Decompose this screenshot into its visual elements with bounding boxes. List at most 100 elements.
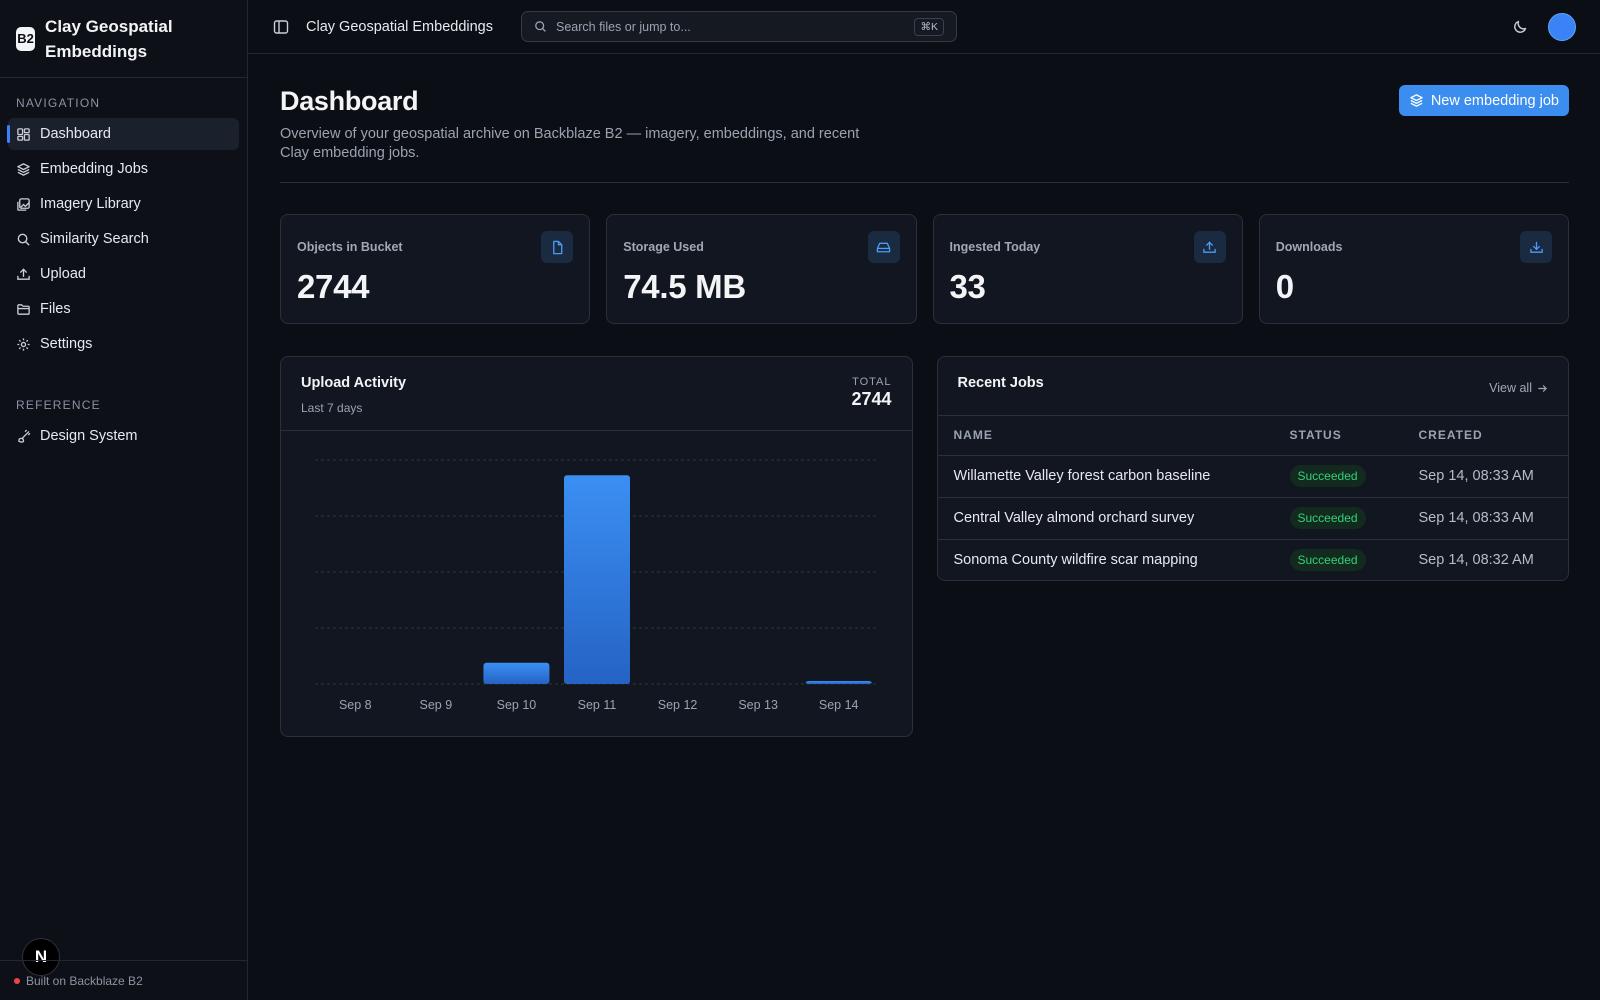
download-icon <box>1520 231 1552 263</box>
chart-tick-label: Sep 9 <box>420 698 453 712</box>
sidebar: B2 Clay Geospatial Embeddings NAVIGATION… <box>0 0 248 1000</box>
job-name[interactable]: Central Valley almond orchard survey <box>937 497 1274 540</box>
sidebar-item-upload[interactable]: Upload <box>8 258 239 290</box>
status-dot <box>14 977 20 984</box>
total-label: TOTAL <box>852 376 892 388</box>
brand-name: Clay Geospatial Embeddings <box>45 16 173 61</box>
stat-card-storage: Storage Used 74.5 MB <box>606 214 917 324</box>
stat-label: Downloads <box>1275 240 1343 254</box>
page-title: Dashboard <box>280 86 419 116</box>
dashboard-icon <box>16 127 31 142</box>
table-row[interactable]: Willamette Valley forest carbon baseline… <box>937 455 1568 498</box>
sidebar-footer: Built on Backblaze B2 <box>0 960 247 1000</box>
sidebar-item-label: Files <box>40 301 71 317</box>
arrow-right-icon <box>1538 384 1548 392</box>
new-embedding-job-button[interactable]: New embedding job <box>1398 85 1569 116</box>
chart-tick-label: Sep 11 <box>578 698 617 712</box>
job-status-cell: Succeeded <box>1273 455 1403 498</box>
recent-jobs-header: Recent Jobs View all <box>937 357 1568 416</box>
nav-section: NAVIGATION Dashboard Embedding Jobs Imag… <box>0 80 247 452</box>
upload-activity-subtitle: Last 7 days <box>301 401 363 415</box>
view-all-label: View all <box>1489 381 1532 395</box>
sidebar-item-imagery-library[interactable]: Imagery Library <box>8 188 239 220</box>
search-icon <box>535 21 546 32</box>
job-status-cell: Succeeded <box>1274 539 1403 580</box>
images-icon <box>16 197 31 212</box>
sidebar-toggle-icon[interactable] <box>272 18 290 36</box>
brand-logo: B2 <box>16 26 36 51</box>
upload-total: TOTAL 2744 <box>851 376 891 410</box>
job-created: Sep 14, 08:32 AM <box>1418 552 1534 569</box>
table-row[interactable]: Sonoma County wildfire scar mapping Succ… <box>938 539 1569 580</box>
upload-icon <box>1193 231 1226 263</box>
navigation-section-label: NAVIGATION <box>16 96 101 110</box>
sidebar-item-label: Similarity Search <box>40 231 149 247</box>
total-value: 2744 <box>851 389 892 409</box>
column-header-name[interactable]: NAME <box>937 416 1274 456</box>
chart-tick-label: Sep 10 <box>497 698 537 712</box>
content-row: Upload Activity Last 7 days TOTAL 2744 S… <box>280 356 1569 737</box>
sidebar-item-files[interactable]: Files <box>8 293 239 325</box>
stat-value: 2744 <box>297 268 370 305</box>
chart-tick-label: Sep 13 <box>738 698 778 712</box>
status-badge: Succeeded <box>1289 465 1366 487</box>
topbar: Clay Geospatial Embeddings Search files … <box>248 0 1600 54</box>
recent-jobs-title: Recent Jobs <box>957 375 1044 391</box>
search-icon <box>16 232 31 247</box>
chart-tick-label: Sep 14 <box>819 698 859 712</box>
search-placeholder: Search files or jump to... <box>556 19 691 34</box>
framework-badge[interactable]: N <box>22 938 60 976</box>
footer-text: Built on Backblaze B2 <box>26 973 143 988</box>
stat-card-downloads: Downloads 0 <box>1258 214 1569 324</box>
status-badge: Succeeded <box>1289 507 1366 529</box>
upload-activity-header: Upload Activity Last 7 days TOTAL 2744 <box>281 357 912 431</box>
sidebar-item-label: Imagery Library <box>40 196 141 212</box>
stat-value: 33 <box>949 268 986 305</box>
stat-value: 74.5 MB <box>623 268 746 305</box>
recent-jobs-table: NAME STATUS CREATED Willamette Valley fo… <box>937 416 1569 580</box>
avatar[interactable] <box>1548 12 1576 41</box>
sidebar-item-label: Upload <box>40 266 86 282</box>
topbar-title: Clay Geospatial Embeddings <box>306 18 493 35</box>
job-created: Sep 14, 08:33 AM <box>1402 455 1568 498</box>
table-row[interactable]: Central Valley almond orchard survey Suc… <box>937 497 1568 540</box>
upload-activity-title: Upload Activity <box>301 375 407 391</box>
sidebar-item-embedding-jobs[interactable]: Embedding Jobs <box>8 153 239 185</box>
chart-tick-label: Sep 8 <box>339 698 372 712</box>
layers-icon <box>1410 94 1423 107</box>
new-embedding-job-label: New embedding job <box>1430 92 1559 109</box>
status-badge: Succeeded <box>1289 549 1366 572</box>
sidebar-item-label: Design System <box>40 428 138 444</box>
column-header-status[interactable]: STATUS <box>1273 416 1403 456</box>
search-shortcut: ⌘K <box>914 17 944 36</box>
upload-activity-card: Upload Activity Last 7 days TOTAL 2744 S… <box>280 356 913 737</box>
column-header-created[interactable]: CREATED <box>1402 416 1568 456</box>
drive-icon <box>867 231 900 263</box>
chart-bar[interactable] <box>805 681 872 684</box>
upload-icon <box>16 267 31 282</box>
chart-tick-label: Sep 12 <box>658 698 698 712</box>
job-status-cell: Succeeded <box>1273 497 1403 540</box>
chart-bar[interactable] <box>564 475 630 684</box>
file-icon <box>541 231 574 263</box>
moon-icon[interactable] <box>1512 19 1528 35</box>
table-header-row: NAME STATUS CREATED <box>937 416 1568 456</box>
main-content: Dashboard Overview of your geospatial ar… <box>280 54 1569 737</box>
stats-grid: Objects in Bucket 2744 Storage Used 74.5… <box>280 214 1569 324</box>
search-input[interactable]: Search files or jump to... ⌘K <box>521 11 957 42</box>
topbar-actions <box>1512 12 1576 41</box>
sidebar-item-dashboard[interactable]: Dashboard <box>7 118 239 150</box>
sidebar-item-label: Settings <box>40 336 93 352</box>
sidebar-item-label: Dashboard <box>40 126 111 142</box>
brand[interactable]: B2 Clay Geospatial Embeddings <box>0 0 247 78</box>
upload-activity-chart: Sep 8 Sep 9 Sep 10 Sep 11 Sep 12 Sep 13 Sep 14 <box>315 459 879 712</box>
job-name[interactable]: Willamette Valley forest carbon baseline <box>937 455 1274 498</box>
stat-card-objects: Objects in Bucket 2744 <box>280 214 591 324</box>
chart-bar[interactable] <box>483 662 550 684</box>
sidebar-item-similarity-search[interactable]: Similarity Search <box>8 223 239 255</box>
sidebar-item-design-system[interactable]: Design System <box>8 420 239 452</box>
page-header: Dashboard Overview of your geospatial ar… <box>280 54 1569 183</box>
view-all-link[interactable]: View all <box>1489 381 1548 395</box>
sidebar-item-settings[interactable]: Settings <box>8 328 239 360</box>
job-name[interactable]: Sonoma County wildfire scar mapping <box>953 552 1198 569</box>
